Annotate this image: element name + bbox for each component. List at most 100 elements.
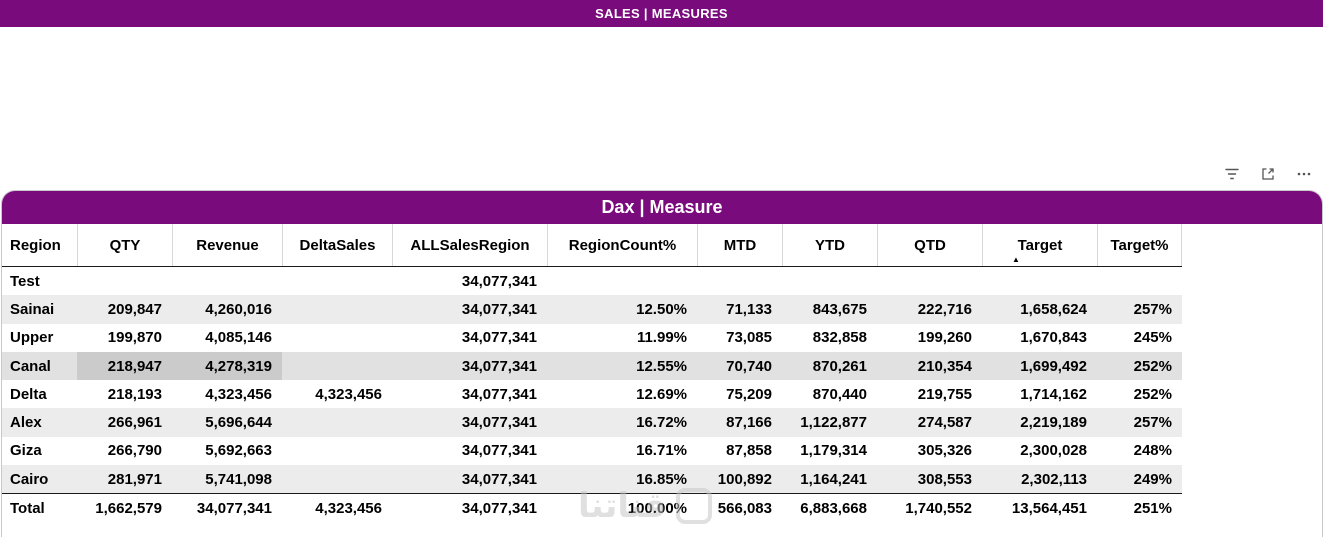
value-cell[interactable]: 199,260 bbox=[917, 329, 972, 347]
value-cell[interactable]: 34,077,341 bbox=[461, 357, 537, 375]
total-value-cell[interactable]: 100.00% bbox=[627, 500, 687, 518]
region-cell[interactable]: Sainai bbox=[10, 300, 55, 318]
value-cell[interactable] bbox=[172, 267, 282, 295]
value-cell[interactable] bbox=[547, 267, 697, 295]
value-cell[interactable]: 1,714,162 bbox=[1020, 385, 1087, 403]
value-cell[interactable]: 12.69% bbox=[636, 385, 687, 403]
value-cell[interactable] bbox=[877, 267, 982, 295]
value-cell[interactable]: 4,323,456 bbox=[205, 385, 272, 403]
value-cell[interactable]: 870,440 bbox=[812, 385, 867, 403]
value-cell[interactable]: 219,755 bbox=[917, 385, 972, 403]
value-cell[interactable]: 257% bbox=[1133, 300, 1172, 318]
value-cell[interactable]: 1,179,314 bbox=[800, 442, 867, 460]
column-header-mtd[interactable]: MTD bbox=[697, 224, 782, 266]
value-cell[interactable]: 245% bbox=[1133, 329, 1172, 347]
value-cell[interactable]: 4,278,319 bbox=[172, 351, 282, 381]
total-label-cell[interactable]: Total bbox=[10, 500, 45, 518]
value-cell[interactable] bbox=[697, 267, 782, 295]
value-cell[interactable] bbox=[282, 437, 392, 465]
value-cell[interactable]: 218,193 bbox=[107, 385, 162, 403]
value-cell[interactable] bbox=[982, 267, 1097, 295]
column-header-target[interactable]: Target ▲ bbox=[982, 224, 1097, 266]
value-cell[interactable]: 274,587 bbox=[917, 414, 972, 432]
total-value-cell[interactable]: 34,077,341 bbox=[196, 500, 272, 518]
total-value-cell[interactable]: 566,083 bbox=[717, 500, 772, 518]
column-header-region[interactable]: Region bbox=[2, 224, 77, 266]
value-cell[interactable]: 1,699,492 bbox=[1020, 357, 1087, 375]
region-cell[interactable]: Upper bbox=[10, 329, 54, 347]
value-cell[interactable]: 12.55% bbox=[636, 357, 687, 375]
value-cell[interactable]: 16.72% bbox=[636, 414, 687, 432]
value-cell[interactable]: 2,300,028 bbox=[1020, 442, 1087, 460]
value-cell[interactable]: 4,085,146 bbox=[205, 329, 272, 347]
region-cell[interactable]: Giza bbox=[10, 442, 42, 460]
focus-mode-icon[interactable] bbox=[1259, 165, 1277, 183]
value-cell[interactable]: 5,696,644 bbox=[205, 414, 272, 432]
value-cell[interactable]: 34,077,341 bbox=[461, 329, 537, 347]
value-cell[interactable]: 34,077,341 bbox=[461, 414, 537, 432]
value-cell[interactable]: 12.50% bbox=[636, 300, 687, 318]
value-cell[interactable] bbox=[282, 465, 392, 493]
region-cell[interactable]: Cairo bbox=[10, 470, 49, 488]
value-cell[interactable]: 87,166 bbox=[726, 414, 772, 432]
value-cell[interactable]: 34,077,341 bbox=[461, 300, 537, 318]
value-cell[interactable]: 34,077,341 bbox=[461, 272, 537, 290]
value-cell[interactable]: 2,302,113 bbox=[1021, 470, 1087, 488]
value-cell[interactable]: 199,870 bbox=[107, 329, 162, 347]
value-cell[interactable]: 75,209 bbox=[726, 385, 772, 403]
value-cell[interactable]: 249% bbox=[1133, 470, 1172, 488]
value-cell[interactable]: 248% bbox=[1133, 442, 1172, 460]
value-cell[interactable]: 257% bbox=[1133, 414, 1172, 432]
column-header-allsalesregion[interactable]: ALLSalesRegion bbox=[392, 224, 547, 266]
value-cell[interactable]: 266,790 bbox=[107, 442, 162, 460]
value-cell[interactable]: 70,740 bbox=[726, 357, 772, 375]
value-cell[interactable] bbox=[282, 408, 392, 436]
value-cell[interactable]: 100,892 bbox=[717, 470, 772, 488]
value-cell[interactable]: 308,553 bbox=[917, 470, 972, 488]
value-cell[interactable]: 1,670,843 bbox=[1020, 329, 1087, 347]
value-cell[interactable] bbox=[282, 352, 392, 380]
value-cell[interactable]: 87,858 bbox=[726, 442, 772, 460]
total-value-cell[interactable]: 1,740,552 bbox=[905, 500, 972, 518]
value-cell[interactable]: 4,323,456 bbox=[315, 385, 382, 403]
value-cell[interactable]: 843,675 bbox=[812, 300, 867, 318]
total-value-cell[interactable]: 251% bbox=[1133, 500, 1172, 518]
value-cell[interactable]: 222,716 bbox=[917, 300, 972, 318]
total-value-cell[interactable]: 34,077,341 bbox=[461, 500, 537, 518]
value-cell[interactable] bbox=[1097, 267, 1182, 295]
value-cell[interactable]: 73,085 bbox=[726, 329, 772, 347]
value-cell[interactable]: 1,122,877 bbox=[800, 414, 867, 432]
column-header-qty[interactable]: QTY bbox=[77, 224, 172, 266]
column-header-regioncount[interactable]: RegionCount% bbox=[547, 224, 697, 266]
total-value-cell[interactable]: 6,883,668 bbox=[800, 500, 867, 518]
value-cell[interactable]: 252% bbox=[1133, 385, 1172, 403]
total-value-cell[interactable]: 1,662,579 bbox=[95, 500, 162, 518]
value-cell[interactable]: 34,077,341 bbox=[461, 470, 537, 488]
filter-icon[interactable] bbox=[1223, 165, 1241, 183]
value-cell[interactable]: 870,261 bbox=[812, 357, 867, 375]
total-value-cell[interactable]: 13,564,451 bbox=[1011, 500, 1087, 518]
column-header-revenue[interactable]: Revenue bbox=[172, 224, 282, 266]
value-cell[interactable]: 4,260,016 bbox=[205, 300, 272, 318]
column-header-target[interactable]: Target% bbox=[1097, 224, 1182, 266]
value-cell[interactable]: 16.71% bbox=[636, 442, 687, 460]
value-cell[interactable] bbox=[782, 267, 877, 295]
value-cell[interactable]: 218,947 bbox=[77, 351, 172, 381]
value-cell[interactable] bbox=[282, 295, 392, 323]
more-options-icon[interactable] bbox=[1295, 165, 1313, 183]
value-cell[interactable]: 11.99% bbox=[636, 329, 687, 347]
value-cell[interactable] bbox=[282, 267, 392, 295]
value-cell[interactable]: 281,971 bbox=[107, 470, 162, 488]
region-cell[interactable]: Test bbox=[10, 272, 40, 290]
column-header-qtd[interactable]: QTD bbox=[877, 224, 982, 266]
value-cell[interactable]: 252% bbox=[1133, 357, 1172, 375]
value-cell[interactable]: 1,658,624 bbox=[1020, 300, 1087, 318]
value-cell[interactable]: 305,326 bbox=[917, 442, 972, 460]
value-cell[interactable] bbox=[282, 324, 392, 352]
region-cell[interactable]: Canal bbox=[10, 357, 51, 375]
value-cell[interactable]: 832,858 bbox=[812, 329, 867, 347]
value-cell[interactable]: 209,847 bbox=[107, 300, 162, 318]
value-cell[interactable]: 16.85% bbox=[636, 470, 687, 488]
value-cell[interactable] bbox=[77, 267, 172, 295]
value-cell[interactable]: 34,077,341 bbox=[461, 442, 537, 460]
